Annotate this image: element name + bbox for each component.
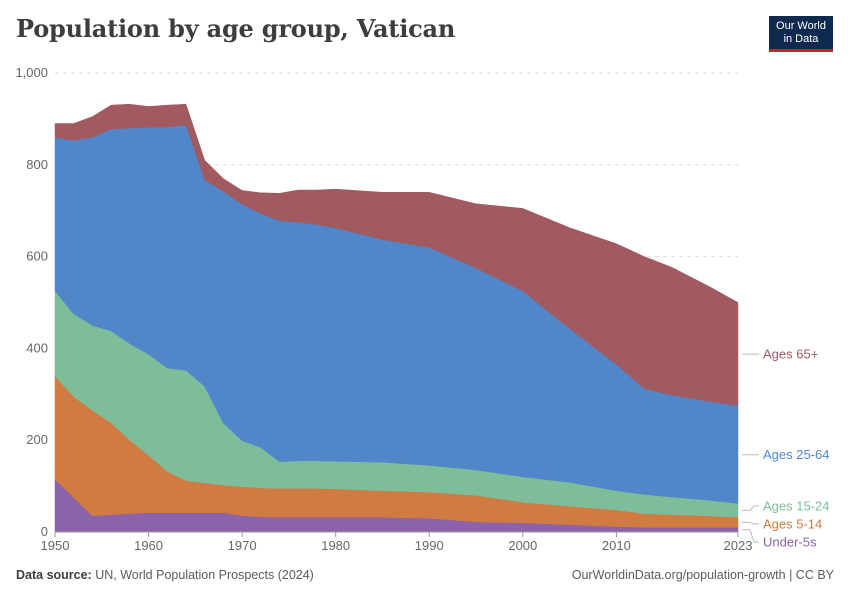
x-tick-label: 1970: [228, 538, 257, 553]
legend-label-under-5s[interactable]: Under-5s: [763, 535, 817, 550]
data-source-text: UN, World Population Prospects (2024): [95, 568, 314, 582]
logo-line-1: Our World: [776, 20, 826, 32]
axes: 0 200 400 600 800 1,000 1950 1960 1970 1980 1990 20…: [15, 65, 752, 553]
legend-label-ages-65-[interactable]: Ages 65+: [763, 347, 818, 362]
x-tick-label: 2010: [602, 538, 631, 553]
page-title: Population by age group, Vatican: [16, 14, 456, 43]
y-tick-label: 1,000: [15, 65, 48, 80]
x-tick-label: 2000: [508, 538, 537, 553]
data-source: Data source: UN, World Population Prospe…: [16, 568, 314, 582]
data-source-label: Data source:: [16, 568, 92, 582]
x-tick-label: 1980: [321, 538, 350, 553]
legend-connector: [742, 505, 759, 511]
legend-label-ages-15-24[interactable]: Ages 15-24: [763, 499, 830, 514]
area-series: [54, 103, 739, 533]
credit-link[interactable]: OurWorldinData.org/population-growth | C…: [571, 568, 834, 582]
legend-label-ages-25-64[interactable]: Ages 25-64: [763, 447, 830, 462]
x-tick-label: 1960: [134, 538, 163, 553]
y-tick-label: 200: [26, 432, 48, 447]
x-tick-label: 1950: [41, 538, 70, 553]
legend-connector: [742, 521, 759, 525]
x-tick-label: 2023: [724, 538, 753, 553]
x-tick-label: 1990: [415, 538, 444, 553]
y-tick-label: 0: [41, 524, 48, 539]
legend: Ages 65+ Ages 25-64 Ages 15-24 Ages 5-14 Und…: [742, 347, 830, 550]
logo-line-2: in Data: [783, 33, 819, 45]
legend-label-ages-5-14[interactable]: Ages 5-14: [763, 517, 822, 532]
y-tick-label: 400: [26, 340, 48, 355]
owid-logo[interactable]: Our World in Data: [769, 16, 833, 52]
y-tick-label: 600: [26, 249, 48, 264]
legend-connector: [742, 529, 759, 543]
area-ages-65-[interactable]: [54, 103, 739, 407]
y-tick-label: 800: [26, 157, 48, 172]
